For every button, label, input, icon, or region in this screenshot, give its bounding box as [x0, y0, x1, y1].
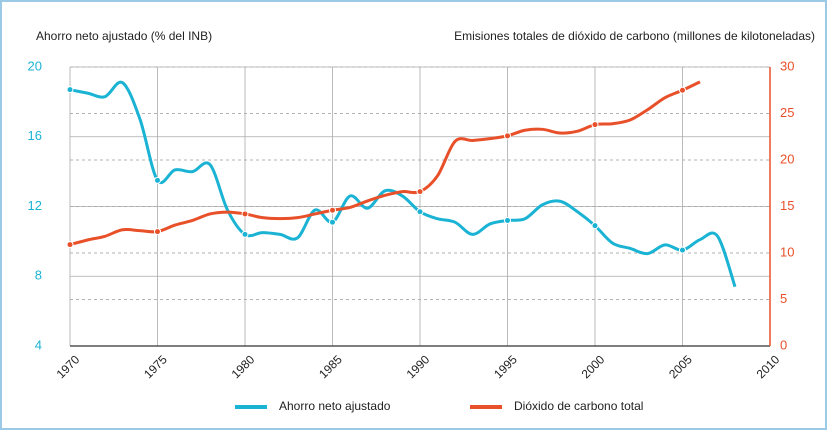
- y2-axis-label: Emisiones totales de dióxido de carbono …: [454, 29, 815, 43]
- legend-label: Ahorro neto ajustado: [279, 399, 391, 413]
- y2-tick-label: 20: [780, 151, 794, 166]
- point-marker: [329, 218, 336, 226]
- y-tick-label: 16: [28, 128, 42, 143]
- point-marker: [241, 210, 249, 218]
- series-line: [69, 80, 737, 288]
- y-axis-label: Ahorro neto ajustado (% del INB): [36, 29, 212, 43]
- point-marker: [504, 216, 511, 224]
- y2-tick-label: 25: [780, 105, 794, 120]
- y-tick-label: 20: [28, 58, 42, 73]
- y2-tick-label: 10: [780, 244, 794, 259]
- point-marker: [416, 188, 424, 196]
- point-marker: [329, 206, 336, 214]
- point-marker: [679, 246, 686, 254]
- y-tick-label: 4: [35, 337, 42, 352]
- point-marker: [504, 132, 511, 140]
- point-marker: [66, 86, 74, 94]
- y-tick-label: 8: [35, 268, 42, 283]
- y2-tick-label: 30: [780, 58, 794, 73]
- point-marker: [154, 176, 161, 184]
- y2-tick-label: 0: [780, 337, 787, 352]
- point-marker: [591, 222, 599, 230]
- point-marker: [154, 228, 161, 236]
- y-tick-label: 12: [28, 198, 42, 213]
- y2-tick-label: 5: [780, 291, 787, 306]
- point-marker: [679, 86, 686, 94]
- y2-tick-label: 15: [780, 198, 794, 213]
- point-marker: [416, 208, 424, 216]
- legend-label: Dióxido de carbono total: [514, 399, 643, 413]
- point-marker: [591, 121, 599, 129]
- point-marker: [66, 241, 74, 249]
- point-marker: [241, 230, 249, 238]
